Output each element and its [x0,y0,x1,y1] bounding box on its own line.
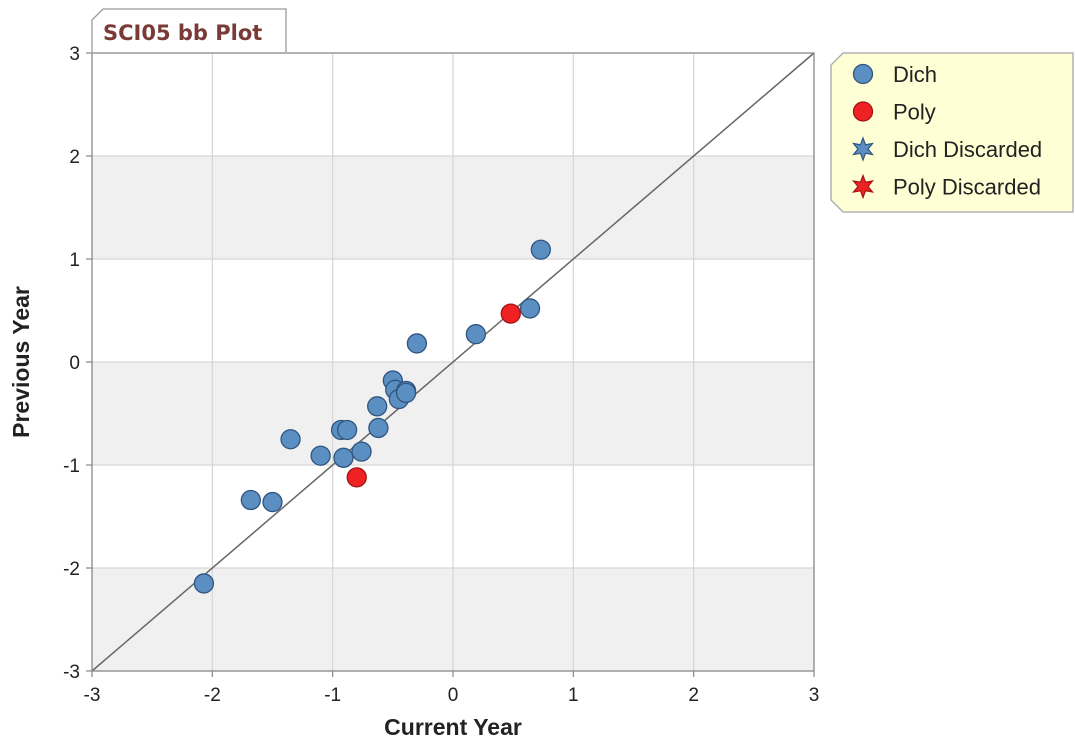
legend-label-poly-discarded: Poly Discarded [893,175,1041,200]
legend-item-poly-discarded: Poly Discarded [851,173,1041,200]
dich-point [351,441,372,462]
dich-point [395,382,417,404]
y-tick-label: -2 [63,559,80,580]
chart-title: SCI05 bb Plot [103,21,262,45]
x-tick-label: -3 [84,685,101,706]
x-tick-label: 3 [809,685,820,706]
legend-label-dich-discarded: Dich Discarded [893,137,1042,162]
dich-point [367,396,388,417]
x-tick-label: -1 [324,685,341,706]
dich-point [465,324,487,345]
legend-marker-poly [852,101,874,122]
legend-item-dich: Dich [852,62,937,87]
y-tick-label: -3 [63,662,80,683]
dich-point [310,445,331,466]
y-tick-label: -1 [63,456,80,477]
reference-line-y-equals-x [91,52,815,672]
title-tab-shape [91,8,287,52]
legend: Dich Poly Dich Discarded Poly Discarded [830,52,1074,213]
legend-marker-dich [852,63,874,85]
x-axis-title: Current Year [384,714,522,740]
dich-point [530,239,551,260]
y-tick-label: 0 [69,353,80,374]
x-tick-label: 1 [568,685,579,706]
legend-box [830,52,1074,213]
chart-title-tab: SCI05 bb Plot [91,8,287,52]
dich-point [333,447,354,468]
x-axis-ticks: -3 -2 -1 0 1 2 3 [84,671,820,706]
legend-item-dich-discarded: Dich Discarded [851,136,1042,162]
y-tick-label: 3 [69,44,80,65]
poly-point [500,303,521,324]
dich-point [406,333,428,354]
x-tick-label: 2 [688,685,699,706]
legend-marker-poly-discarded [851,173,875,200]
legend-items: Dich Poly Dich Discarded Poly Discarded [851,62,1042,200]
legend-label-poly: Poly [893,100,936,125]
data-points [193,239,551,594]
legend-item-poly: Poly [852,100,936,125]
plot-area [91,52,815,672]
dich-point [336,419,358,441]
x-tick-label: -2 [204,685,221,706]
dich-point [368,417,389,439]
legend-marker-dich-discarded [851,136,875,162]
dich-point [193,573,215,594]
y-tick-label: 2 [69,147,80,168]
dich-point [240,489,261,511]
dich-point [262,491,283,513]
x-tick-label: 0 [448,685,459,706]
dich-point [280,429,301,450]
y-tick-label: 1 [69,250,80,271]
poly-point [346,467,367,488]
legend-label-dich: Dich [893,62,937,87]
y-axis-title: Previous Year [8,286,34,438]
dich-point [519,298,541,319]
y-axis-ticks: -3 -2 -1 0 1 2 3 [63,44,92,683]
